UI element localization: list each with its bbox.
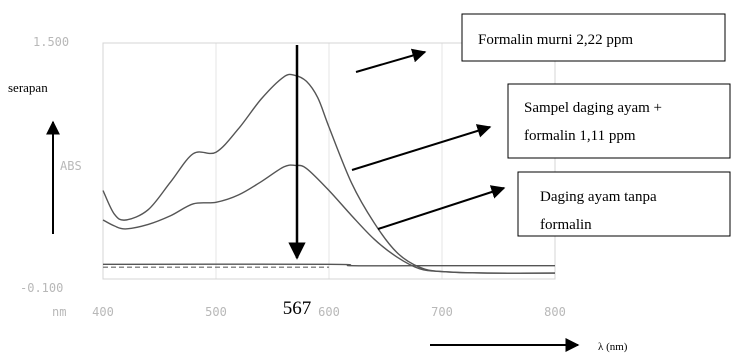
callout-sample: Sampel daging ayam + formalin 1,11 ppm — [351, 83, 731, 171]
y-tick-top: 1.500 — [33, 35, 69, 49]
callout-control: Daging ayam tanpa formalin — [377, 171, 731, 237]
callout-formalin: Formalin murni 2,22 ppm — [355, 13, 726, 73]
peak-label: 567 — [283, 298, 312, 319]
y-axis-abs-label: ABS — [60, 159, 82, 173]
callout-sample-label: Sampel daging ayam + formalin 1,11 ppm — [524, 100, 666, 144]
callout-formalin-label: Formalin murni 2,22 ppm — [478, 32, 633, 48]
x-tick-label: 500 — [205, 305, 227, 319]
gridlines — [215, 43, 443, 279]
x-tick-label: 400 — [92, 305, 114, 319]
x-tick-label: 800 — [544, 305, 566, 319]
series-line-0 — [102, 263, 555, 267]
x-tick-label: 700 — [431, 305, 453, 319]
callout-control-label: Daging ayam tanpa formalin — [540, 189, 660, 233]
series-line-2 — [102, 164, 556, 274]
series-line-1 — [102, 73, 556, 274]
x-tick-label: 600 — [318, 305, 340, 319]
x-unit-label: nm — [52, 305, 66, 319]
y-tick-bottom: -0.100 — [20, 281, 63, 295]
x-axis-label: λ (nm) — [598, 341, 628, 353]
y-axis-label: serapan — [8, 80, 48, 95]
x-tick-labels: 400 500 600 700 800 — [92, 305, 566, 319]
series-lines — [102, 73, 556, 274]
